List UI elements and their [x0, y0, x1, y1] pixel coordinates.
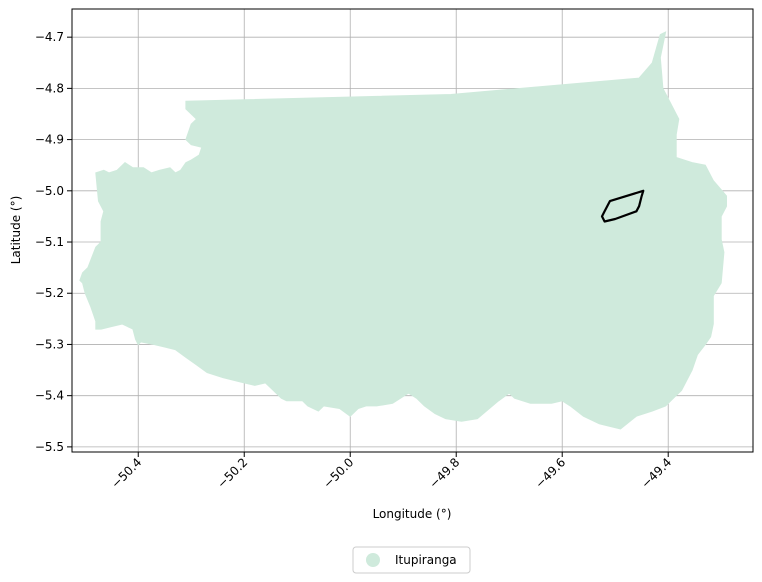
x-tick-label: −49.4 [638, 455, 674, 491]
y-tick-label: −4.9 [35, 133, 64, 147]
legend-box [352, 546, 471, 574]
region-itupiranga [79, 31, 727, 430]
x-tick-label: −50.4 [108, 455, 144, 491]
legend-label: Itupiranga [395, 553, 457, 567]
y-axis-label: Latitude (°) [9, 196, 23, 265]
y-axis: −4.7 −4.8 −4.9 −5.0 −5.1 −5.2 −5.3 −5.4 −5.5 [35, 30, 72, 454]
x-tick-label: −49.6 [532, 455, 568, 491]
y-tick-label: −5.2 [35, 286, 64, 300]
highlight-outline [600, 189, 645, 223]
x-axis-label: Longitude (°) [373, 507, 452, 521]
x-tick-label: −49.8 [426, 455, 462, 491]
y-tick-label: −5.3 [35, 337, 64, 351]
legend: Itupiranga [352, 546, 471, 574]
legend-marker [366, 553, 380, 567]
y-tick-label: −5.5 [35, 440, 64, 454]
y-tick-label: −4.8 [35, 81, 64, 95]
y-tick-label: −5.4 [35, 389, 64, 403]
y-tick-label: −5.0 [35, 184, 64, 198]
x-axis: −50.4 −50.2 −50.0 −49.8 −49.6 −49.4 [108, 452, 674, 491]
y-tick-label: −4.7 [35, 30, 64, 44]
y-tick-label: −5.1 [35, 235, 64, 249]
x-tick-label: −50.0 [320, 455, 356, 491]
x-tick-label: −50.2 [214, 455, 250, 491]
plot-frame [71, 8, 754, 453]
